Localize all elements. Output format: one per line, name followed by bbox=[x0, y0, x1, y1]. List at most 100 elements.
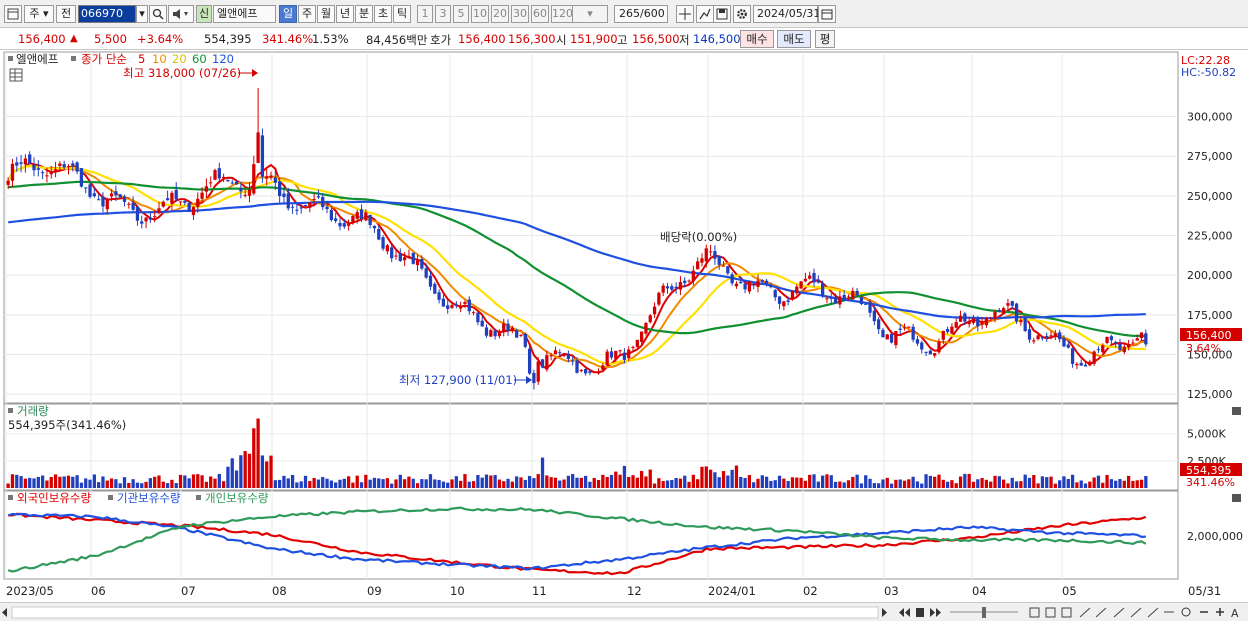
volume-bar bbox=[364, 474, 368, 488]
period-button-6[interactable]: 틱 bbox=[393, 5, 411, 23]
volume-handle-icon[interactable] bbox=[8, 408, 13, 413]
volume-tag-pct: 341.46% bbox=[1186, 476, 1235, 489]
volume-bar bbox=[256, 418, 260, 488]
period-button-2[interactable]: 월 bbox=[317, 5, 335, 23]
stock-name-field[interactable]: 엘앤에프 bbox=[213, 5, 276, 23]
candle-body bbox=[45, 175, 49, 177]
candle-body bbox=[471, 312, 476, 314]
holdings-handle-icon[interactable] bbox=[8, 495, 13, 500]
volume-bar bbox=[105, 480, 109, 488]
zoom-slider-handle[interactable] bbox=[982, 607, 986, 618]
period-button-0[interactable]: 일 bbox=[279, 5, 297, 23]
save-icon[interactable] bbox=[713, 5, 731, 23]
volume-bar bbox=[1001, 479, 1006, 488]
interval-custom-select[interactable]: ▾ bbox=[572, 5, 608, 23]
x-axis-label: 06 bbox=[91, 584, 106, 598]
date-field[interactable]: 2024/05/31 bbox=[753, 5, 820, 23]
price-change-pct: +3.64% bbox=[137, 32, 184, 46]
market-select[interactable]: 주 ▾ bbox=[24, 5, 54, 23]
window-icon[interactable] bbox=[4, 5, 22, 23]
ma-title: 종가 단순 bbox=[81, 52, 127, 66]
candle-body bbox=[1092, 351, 1096, 364]
scroll-track[interactable] bbox=[11, 606, 879, 619]
jeon-button[interactable]: 전 bbox=[56, 5, 76, 23]
candle-body bbox=[691, 270, 695, 281]
candle-body bbox=[497, 332, 502, 337]
code-dropdown-icon[interactable]: ▾ bbox=[136, 5, 148, 23]
crosshair-icon[interactable] bbox=[676, 5, 694, 23]
candle-body bbox=[803, 278, 808, 282]
volume-bar bbox=[1101, 482, 1105, 488]
ma-legend-10: 10 bbox=[152, 52, 167, 66]
calendar-icon[interactable] bbox=[818, 5, 836, 23]
volume-bar bbox=[178, 474, 183, 488]
interval-button-1[interactable]: 3 bbox=[435, 5, 451, 23]
buy-button[interactable]: 매수 bbox=[740, 30, 774, 48]
scroll-bar[interactable]: A bbox=[0, 602, 1248, 621]
interval-button-6[interactable]: 60 bbox=[531, 5, 549, 23]
volume-bar bbox=[799, 477, 803, 488]
volume-bar bbox=[752, 482, 756, 488]
volume-bar bbox=[795, 477, 799, 488]
chart-canvas[interactable]: 300,000 275,000 250,000 225,000 200,000 175,0… bbox=[0, 50, 1248, 602]
scroll-left-icon[interactable] bbox=[2, 608, 7, 617]
holdings-panel[interactable] bbox=[3, 490, 1179, 580]
interval-button-0[interactable]: 1 bbox=[417, 5, 433, 23]
volume-bar bbox=[1083, 483, 1088, 488]
holdings-panel-close-icon[interactable] bbox=[1232, 494, 1241, 502]
period-button-1[interactable]: 주 bbox=[298, 5, 316, 23]
chart-area[interactable]: 300,000 275,000 250,000 225,000 200,000 175,0… bbox=[0, 50, 1248, 602]
interval-button-7[interactable]: 120 bbox=[551, 5, 573, 23]
volume-panel[interactable] bbox=[3, 403, 1179, 491]
font-size-icon[interactable]: A bbox=[1231, 607, 1239, 620]
legend-individual: 개인보유수량 bbox=[205, 491, 269, 505]
period-button-5[interactable]: 초 bbox=[374, 5, 392, 23]
candle-body bbox=[135, 206, 140, 221]
candle-body bbox=[575, 360, 579, 373]
candle-body bbox=[1001, 308, 1006, 314]
volume-bar bbox=[1139, 479, 1144, 488]
interval-button-5[interactable]: 30 bbox=[511, 5, 529, 23]
volume-bar bbox=[618, 474, 622, 488]
candle-body bbox=[700, 258, 704, 263]
price-panel[interactable] bbox=[3, 51, 1179, 404]
volume-panel-close-icon[interactable] bbox=[1232, 407, 1241, 415]
volume-bar bbox=[1027, 477, 1032, 488]
price-y-tick: 125,000 bbox=[1187, 388, 1233, 401]
volume-bar bbox=[588, 481, 592, 488]
gear-icon[interactable] bbox=[733, 5, 751, 23]
panel-handle-icon[interactable] bbox=[8, 56, 13, 61]
drawing-tools-icons[interactable] bbox=[1029, 607, 1174, 618]
sell-button[interactable]: 매도 bbox=[777, 30, 811, 48]
candle-body bbox=[821, 283, 825, 297]
volume-bar bbox=[726, 475, 730, 488]
volume-bar bbox=[40, 475, 45, 488]
interval-button-3[interactable]: 10 bbox=[471, 5, 489, 23]
stock-code-input[interactable]: 066970 bbox=[78, 5, 136, 23]
x-axis-label: 08 bbox=[272, 584, 287, 598]
candle-body bbox=[1045, 336, 1049, 338]
volume-bar bbox=[368, 479, 372, 488]
volume-bar bbox=[855, 474, 859, 488]
interval-button-2[interactable]: 5 bbox=[453, 5, 469, 23]
scroll-right-icon[interactable] bbox=[882, 608, 887, 617]
volume-bar bbox=[1105, 474, 1109, 488]
candle-body bbox=[812, 272, 816, 283]
magnifier-icon[interactable] bbox=[1181, 607, 1191, 617]
sound-icon[interactable] bbox=[168, 5, 194, 23]
volume-bar bbox=[756, 478, 760, 488]
data-count-field[interactable]: 265/600 bbox=[614, 5, 668, 23]
avg-button[interactable]: 평 bbox=[815, 30, 835, 48]
candle-body bbox=[816, 279, 820, 283]
candle-body bbox=[506, 323, 510, 331]
playback-controls[interactable] bbox=[899, 608, 941, 617]
period-button-3[interactable]: 년 bbox=[336, 5, 354, 23]
candle-body bbox=[1131, 342, 1135, 344]
zoom-icon[interactable] bbox=[696, 5, 714, 23]
search-icon[interactable] bbox=[149, 5, 167, 23]
interval-button-4[interactable]: 20 bbox=[491, 5, 509, 23]
ma-handle-icon[interactable] bbox=[71, 56, 76, 61]
table-icon[interactable] bbox=[9, 68, 23, 82]
period-button-4[interactable]: 분 bbox=[355, 5, 373, 23]
candle-body bbox=[678, 282, 683, 290]
